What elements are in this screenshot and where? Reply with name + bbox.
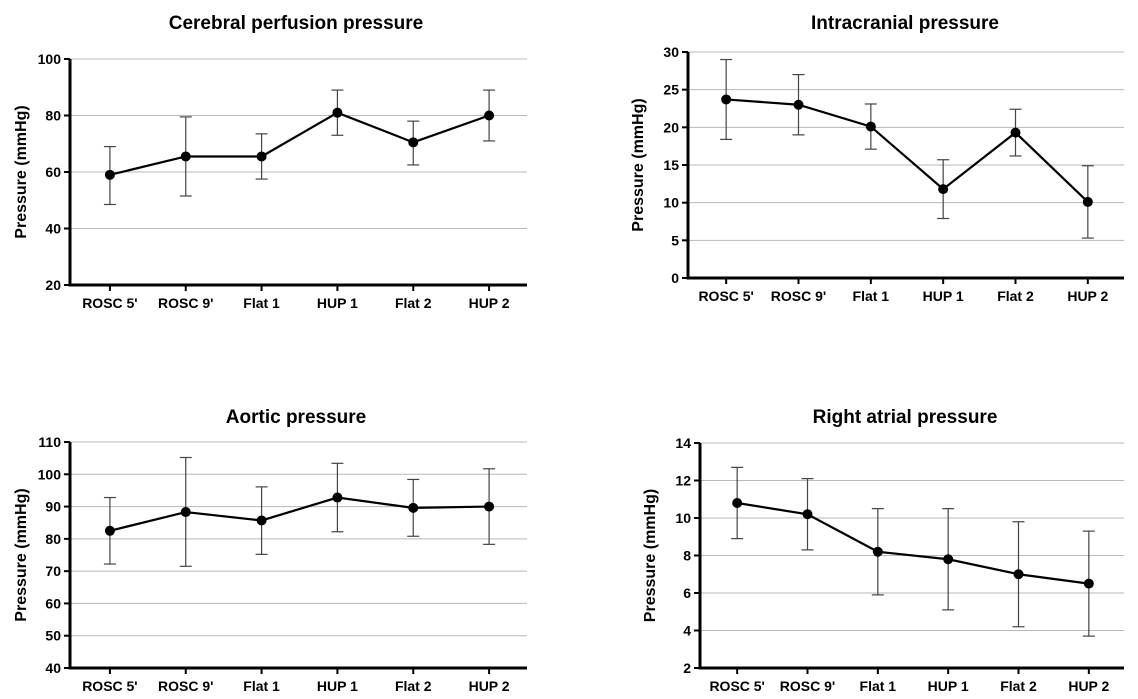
data-point (332, 492, 343, 503)
data-point (180, 151, 191, 162)
y-tick-label: 70 (45, 563, 61, 579)
x-tick-label: HUP 1 (317, 678, 358, 694)
x-tick-label: HUP 1 (928, 678, 969, 694)
series-line (109, 496, 490, 532)
chart-2: Intracranial pressure 0 5 10 15 20 25 30 ROSC 5'… (630, 13, 1124, 304)
y-tick-label: 60 (45, 595, 61, 611)
y-tick-label: 15 (663, 157, 679, 173)
data-point (104, 169, 115, 180)
data-point (484, 110, 495, 121)
y-tick-label: 20 (663, 119, 679, 135)
y-axis-label: Pressure (mmHg) (630, 98, 647, 231)
y-tick-label: 60 (45, 164, 61, 180)
y-tick-label: 10 (675, 510, 691, 526)
axes (686, 52, 1124, 280)
x-tick-label: Flat 1 (860, 678, 897, 694)
x-tick-label: Flat 1 (853, 288, 890, 304)
x-tick-label: HUP 2 (1068, 678, 1109, 694)
x-tick-label: HUP 2 (469, 678, 510, 694)
series-line (109, 111, 490, 176)
y-tick-label: 80 (45, 108, 61, 124)
x-tick-label: ROSC 9' (158, 678, 213, 694)
data-point (1082, 196, 1093, 207)
data-point (332, 107, 343, 118)
y-tick-label: 8 (683, 548, 691, 564)
data-point (1013, 569, 1024, 580)
x-tick-label: ROSC 5' (709, 678, 764, 694)
data-point (943, 554, 954, 565)
y-axis-label: Pressure (mmHg) (13, 488, 30, 621)
y-tick-label: 10 (663, 195, 679, 211)
series-line (736, 501, 1089, 585)
data-point (865, 121, 876, 132)
x-tick-label: ROSC 9' (158, 295, 213, 311)
axes (698, 443, 1124, 670)
y-axis-label: Pressure (mmHg) (642, 489, 659, 622)
x-tick-label: HUP 1 (923, 288, 964, 304)
x-tick-label: Flat 1 (243, 295, 280, 311)
y-tick-label: 40 (45, 221, 61, 237)
y-tick-label: 2 (683, 660, 691, 676)
data-point (1083, 578, 1094, 589)
x-tick-label: Flat 2 (1000, 678, 1037, 694)
x-tick-label: HUP 2 (1067, 288, 1108, 304)
y-tick-label: 6 (683, 585, 691, 601)
data-point (484, 501, 495, 512)
chart-title: Aortic pressure (226, 407, 366, 428)
y-tick-label: 4 (683, 623, 691, 639)
data-point (802, 509, 813, 520)
x-tick-label: HUP 1 (317, 295, 358, 311)
x-tick-label: ROSC 5' (82, 678, 137, 694)
data-point (408, 137, 419, 148)
y-tick-label: 50 (45, 628, 61, 644)
axes (68, 59, 527, 287)
y-tick-label: 90 (45, 499, 61, 515)
data-point (408, 502, 419, 513)
x-tick-label: Flat 2 (997, 288, 1034, 304)
y-tick-label: 0 (671, 270, 679, 286)
y-tick-label: 110 (38, 434, 61, 450)
chart-title: Cerebral perfusion pressure (169, 13, 423, 34)
data-point (256, 151, 267, 162)
chart-title: Intracranial pressure (811, 13, 999, 34)
data-point (938, 184, 949, 195)
y-tick-label: 30 (663, 44, 679, 60)
chart-4: Right atrial pressure 2 4 6 8 10 12 14 ROSC 5' RO… (642, 407, 1124, 694)
x-tick-label: ROSC 5' (698, 288, 753, 304)
y-tick-label: 100 (38, 51, 62, 67)
y-tick-label: 14 (675, 435, 691, 451)
data-point (793, 99, 804, 110)
chart-1: Cerebral perfusion pressure 20 40 60 80 100 RO… (13, 13, 527, 311)
x-tick-label: HUP 2 (469, 295, 510, 311)
axes (68, 442, 527, 670)
y-tick-label: 12 (675, 473, 691, 489)
chart-title: Right atrial pressure (813, 407, 998, 428)
data-point (104, 525, 115, 536)
x-tick-label: Flat 1 (243, 678, 280, 694)
x-tick-label: ROSC 5' (82, 295, 137, 311)
y-axis-label: Pressure (mmHg) (13, 105, 30, 238)
data-point (180, 507, 191, 518)
y-tick-label: 80 (45, 531, 61, 547)
series-line (726, 98, 1089, 203)
data-point (872, 546, 883, 557)
x-tick-label: Flat 2 (395, 295, 432, 311)
y-tick-label: 5 (671, 232, 679, 248)
data-point (721, 94, 732, 105)
data-point (256, 515, 267, 526)
data-point (732, 498, 743, 508)
data-point (1010, 127, 1021, 138)
y-tick-label: 40 (45, 660, 61, 676)
y-tick-label: 25 (663, 82, 679, 98)
x-tick-label: Flat 2 (395, 678, 432, 694)
chart-3: Aortic pressure 40 50 60 70 80 90 100 110 ROSC 5'… (13, 407, 527, 694)
y-tick-label: 100 (38, 466, 62, 482)
x-tick-label: ROSC 9' (780, 678, 835, 694)
x-tick-label: ROSC 9' (771, 288, 826, 304)
y-tick-label: 20 (45, 277, 61, 293)
